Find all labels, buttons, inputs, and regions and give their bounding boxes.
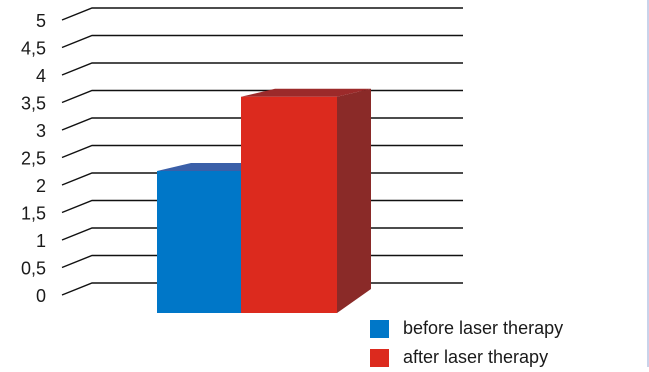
bar-side-after bbox=[337, 88, 371, 313]
gridlines bbox=[61, 7, 463, 296]
y-tick-label: 1 bbox=[36, 231, 46, 251]
y-tick-label: 2 bbox=[36, 176, 46, 196]
y-tick-label: 4 bbox=[36, 66, 46, 86]
gridline bbox=[61, 34, 463, 49]
y-tick-label: 5 bbox=[36, 11, 46, 31]
legend-item-after: after laser therapy bbox=[370, 343, 563, 372]
y-tick-label: 3,5 bbox=[21, 94, 46, 114]
legend-swatch-before bbox=[370, 319, 389, 338]
legend: before laser therapy after laser therapy bbox=[370, 314, 563, 372]
bar-before bbox=[157, 171, 241, 313]
y-tick-label: 0,5 bbox=[21, 259, 46, 279]
y-tick-label: 3 bbox=[36, 121, 46, 141]
gridline bbox=[61, 62, 463, 76]
y-tick-label: 2,5 bbox=[21, 149, 46, 169]
y-tick-label: 0 bbox=[36, 286, 46, 306]
legend-label-before: before laser therapy bbox=[403, 318, 564, 338]
frame-edge bbox=[647, 0, 649, 367]
bar-after bbox=[241, 96, 337, 313]
y-tick-label: 1,5 bbox=[21, 204, 46, 224]
y-tick-label: 4,5 bbox=[21, 39, 46, 59]
y-axis-tick-labels: 0 0,5 1 1,5 2 2,5 3 3,5 4 4,5 5 bbox=[21, 11, 46, 306]
legend-swatch-after bbox=[370, 348, 389, 367]
legend-label-after: after laser therapy bbox=[403, 347, 549, 367]
gridline bbox=[61, 7, 463, 21]
legend-item-before: before laser therapy bbox=[370, 314, 563, 343]
bars bbox=[157, 88, 371, 313]
bar-top-after bbox=[241, 88, 371, 97]
